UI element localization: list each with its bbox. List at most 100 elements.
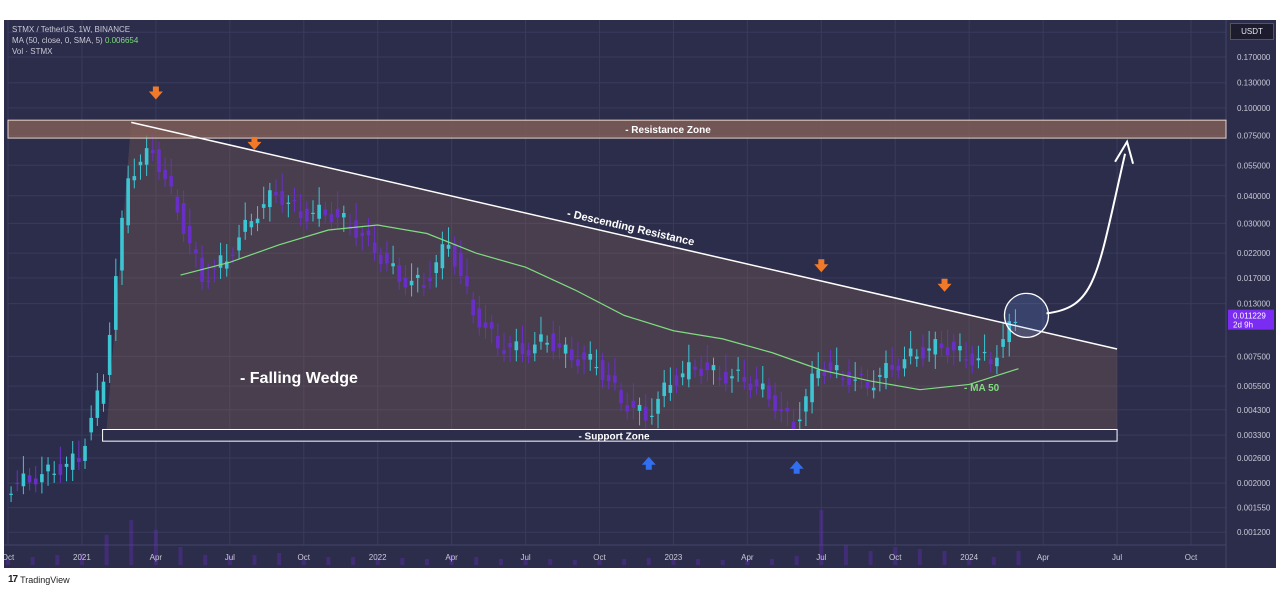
candle-body [335, 208, 340, 218]
brand-name: TradingView [20, 574, 70, 585]
candle-body [557, 343, 562, 348]
resistance-zone-label: - Resistance Zone [625, 125, 711, 136]
legend-ma-params: MA (50, close, 0, SMA, 5) [12, 36, 103, 45]
volume-bar [548, 559, 553, 565]
x-tick-label: 2024 [960, 553, 978, 562]
candle-body [286, 202, 291, 204]
candle-body [779, 409, 784, 412]
falling-wedge-area [106, 122, 1118, 430]
candle-body [915, 356, 919, 359]
x-tick-label: 2023 [665, 553, 683, 562]
candle-body [988, 359, 993, 365]
candle-body [274, 192, 278, 196]
candle-body [157, 149, 161, 173]
candle-body [212, 267, 217, 269]
candle-body [625, 405, 630, 412]
y-tick-label: 0.100000 [1237, 104, 1271, 113]
falling-wedge-label: - Falling Wedge [240, 370, 358, 387]
volume-bar [868, 551, 873, 565]
candle-body [46, 464, 50, 472]
candle-body [736, 369, 740, 371]
volume-bar [400, 558, 405, 565]
descending-resistance-line [131, 121, 1118, 350]
candle-body [760, 383, 765, 390]
volume-bar [498, 559, 503, 565]
candle-body [964, 359, 968, 361]
up-arrow-icon [641, 456, 656, 470]
candle-body [958, 346, 962, 351]
volume-bar [203, 555, 208, 565]
volume-bar [893, 547, 898, 565]
projection-arrow-head-icon [1114, 139, 1135, 165]
candle-body [748, 383, 753, 391]
candle-body [674, 375, 679, 386]
x-tick-label: 2022 [369, 553, 387, 562]
candle-body [268, 190, 272, 208]
volume-bar [597, 560, 602, 565]
volume-bar [770, 559, 775, 565]
candle-body [668, 384, 673, 393]
candle-body [292, 199, 297, 202]
down-arrow-icon [937, 278, 952, 292]
candle-body [613, 375, 617, 383]
candle-body [434, 262, 439, 273]
candle-body [243, 219, 248, 232]
candle-body [508, 342, 512, 348]
candle-body [27, 475, 32, 483]
candle-body [391, 263, 395, 267]
candle-body [859, 373, 864, 376]
candle-body [730, 376, 734, 379]
candle-body [1001, 339, 1005, 347]
candle-body [797, 419, 802, 422]
tradingview-logo-icon: 17 [8, 574, 18, 585]
volume-bar [375, 558, 380, 565]
candle-body [428, 278, 432, 281]
current-price-countdown: 2d 9h [1233, 321, 1253, 330]
currency-button[interactable]: USDT [1230, 23, 1274, 40]
candle-body [403, 277, 408, 288]
breakout-highlight-circle [1003, 292, 1050, 339]
candle-body [717, 378, 722, 380]
candle-body [144, 148, 149, 165]
volume-bar [153, 530, 158, 565]
candle-body [280, 191, 284, 205]
volume-bar [794, 556, 799, 565]
current-price-tag [1228, 309, 1274, 330]
chart-legend: STMX / TetherUS, 1W, BINANCE MA (50, clo… [12, 24, 138, 57]
support-zone-label: - Support Zone [578, 431, 650, 442]
volume-bar [351, 557, 356, 565]
candle-body [600, 360, 605, 381]
ma50-label: - MA 50 [964, 383, 1000, 394]
candle-body [70, 453, 75, 470]
candle-body [422, 285, 426, 288]
candle-body [847, 371, 851, 386]
volume-bar [129, 520, 134, 565]
candle-body [323, 209, 328, 216]
volume-bar [942, 551, 947, 565]
price-chart[interactable]: - Resistance Zone- Support Zone- Descend… [4, 20, 1276, 568]
candle-body [372, 242, 377, 253]
ma50-line [180, 224, 1019, 391]
candle-body [255, 218, 260, 224]
candle-body [699, 368, 703, 377]
candle-body [650, 415, 654, 417]
volume-bar [917, 549, 922, 565]
candle-body [711, 365, 716, 371]
y-tick-label: 0.130000 [1237, 79, 1271, 88]
candle-body [114, 276, 118, 330]
candle-body [477, 308, 482, 328]
candle-body [631, 400, 636, 408]
x-tick-label: Apr [445, 553, 458, 562]
y-tick-label: 0.001200 [1237, 528, 1271, 537]
chart-panel[interactable]: STMX / TetherUS, 1W, BINANCE MA (50, clo… [4, 20, 1276, 568]
candle-body [107, 334, 112, 375]
y-tick-label: 0.075000 [1237, 131, 1271, 140]
candle-body [298, 211, 303, 219]
candle-body [150, 149, 155, 154]
y-tick-label: 0.013000 [1237, 300, 1271, 309]
candle-body [619, 390, 623, 404]
y-tick-label: 0.007500 [1237, 352, 1271, 361]
candle-body [354, 220, 358, 238]
candle-body [89, 417, 93, 433]
candle-body [576, 359, 580, 367]
